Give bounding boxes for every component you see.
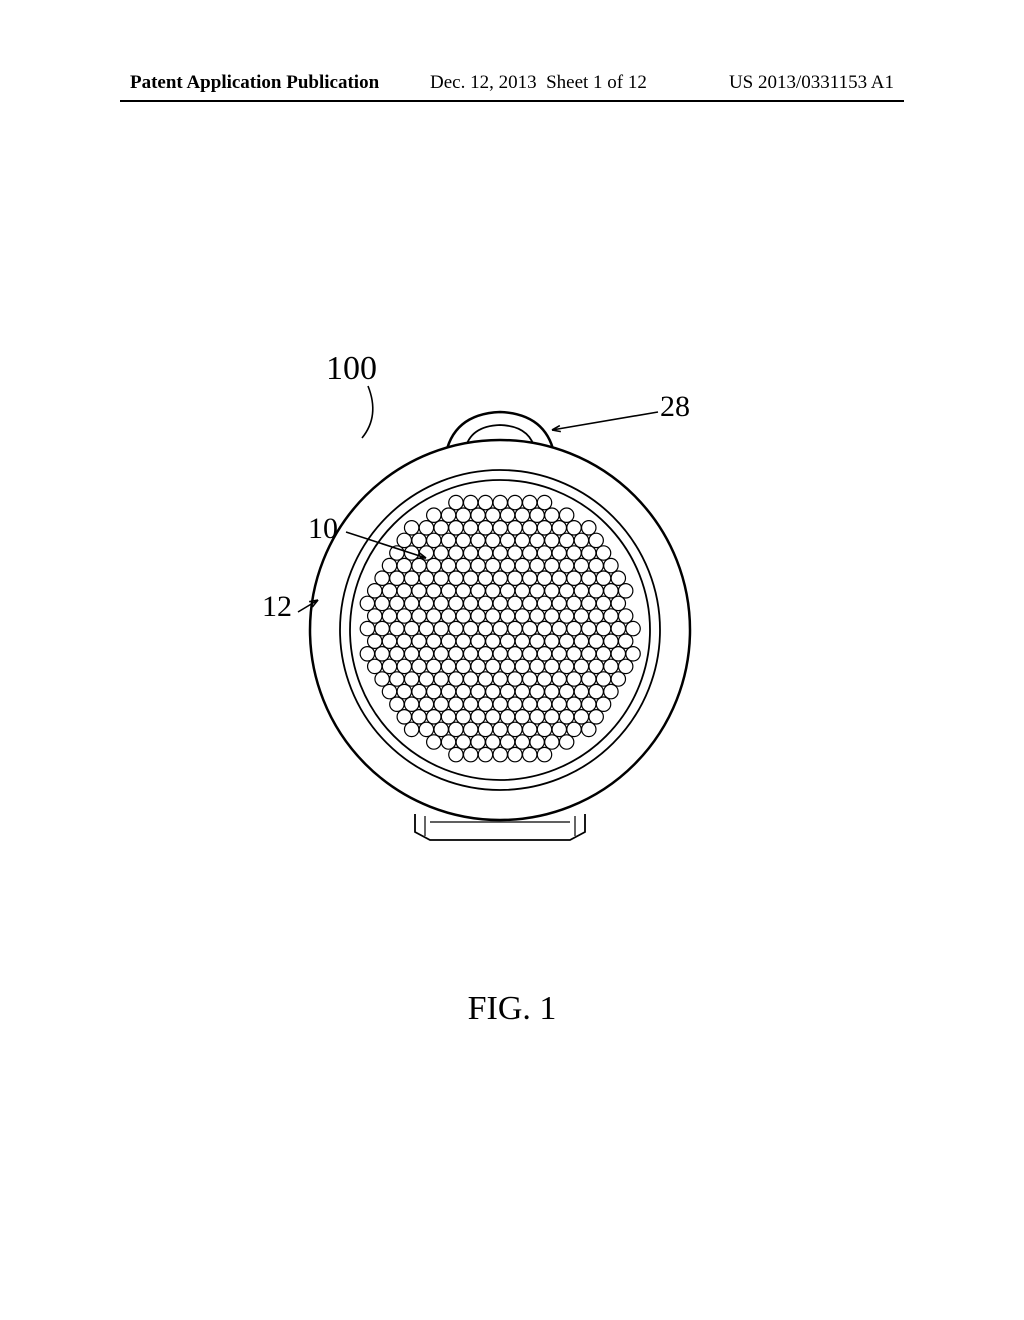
page-header: Patent Application Publication Dec. 12, … (0, 72, 1024, 102)
patent-drawing: 100 28 10 12 (260, 360, 740, 900)
ref-label-100: 100 (326, 350, 377, 388)
patent-svg (260, 360, 740, 900)
figure-area: 100 28 10 12 FIG. 1 (0, 280, 1024, 980)
figure-caption: FIG. 1 (0, 990, 1024, 1028)
header-sheet: Sheet 1 of 12 (546, 72, 647, 93)
ref-label-28: 28 (660, 390, 690, 424)
header-publication-number: US 2013/0331153 A1 (729, 72, 894, 94)
ref-label-12: 12 (262, 590, 292, 624)
header-rule (120, 100, 904, 102)
header-date: Dec. 12, 2013 (430, 72, 537, 93)
header-date-sheet: Dec. 12, 2013 Sheet 1 of 12 (430, 72, 647, 94)
ref-label-10: 10 (308, 512, 338, 546)
header-publication-type: Patent Application Publication (130, 72, 379, 94)
